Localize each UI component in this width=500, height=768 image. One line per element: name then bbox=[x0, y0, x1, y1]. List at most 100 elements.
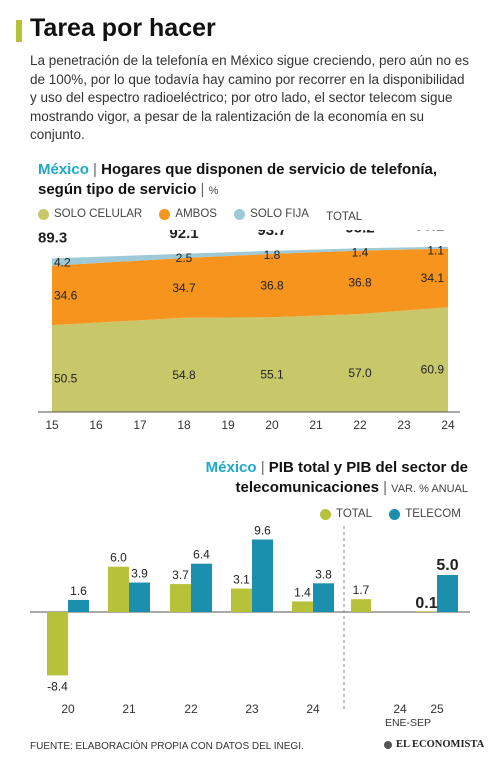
data-label-solo-fija-4: 1.1 bbox=[427, 244, 444, 258]
legend-label-total-bar: TOTAL bbox=[336, 508, 372, 520]
x-tick-label-24-ene-sep: 24 bbox=[393, 702, 407, 716]
legend-item-total: TOTAL bbox=[326, 211, 362, 223]
data-label-telecom-21: 3.9 bbox=[131, 567, 148, 581]
area-solo-celular bbox=[52, 307, 448, 412]
bar-telecom-24 bbox=[313, 583, 334, 612]
legend-dot-total-bar bbox=[320, 508, 331, 520]
data-label-solo-fija-1: 2.5 bbox=[176, 251, 193, 265]
legend-item-ambos: AMBOS bbox=[159, 208, 217, 220]
data-label-telecom-23: 9.6 bbox=[254, 525, 271, 538]
bar-telecom-22 bbox=[191, 563, 212, 612]
legend-dot-solo-celular bbox=[38, 208, 49, 220]
bar-total-20 bbox=[47, 612, 68, 676]
page-title: Tarea por hacer bbox=[30, 14, 216, 42]
legend-label-solo-celular: SOLO CELULAR bbox=[54, 208, 143, 220]
chart1-title-country: México bbox=[38, 161, 89, 178]
x-tick-label-25: 25 bbox=[430, 702, 444, 716]
data-label-total-24: 1.4 bbox=[294, 585, 311, 599]
data-label-total-22: 3.7 bbox=[172, 568, 189, 582]
data-label-solo-celular-1: 54.8 bbox=[172, 368, 196, 382]
data-label-total-20: -8.4 bbox=[47, 679, 68, 693]
legend-item-solo-celular: SOLO CELULAR bbox=[38, 208, 142, 220]
x-tick-label-19: 19 bbox=[221, 418, 235, 432]
x-tick-label-23: 23 bbox=[397, 418, 411, 432]
legend-item-solo-fija: SOLO FIJA bbox=[234, 208, 309, 220]
bar-total-22 bbox=[170, 584, 191, 612]
legend-item-total-bar: TOTAL bbox=[320, 508, 372, 520]
data-label-telecom-20: 1.6 bbox=[70, 584, 87, 598]
title-accent-bar bbox=[16, 20, 22, 42]
chart2-title-separator-2: | bbox=[383, 479, 387, 496]
legend-item-telecom-bar: TELECOM bbox=[389, 508, 461, 520]
x-tick-label-16: 16 bbox=[89, 418, 103, 432]
x-tick-label-15: 15 bbox=[45, 418, 59, 432]
legend-label-solo-fija: SOLO FIJA bbox=[250, 208, 309, 220]
data-label-extra-24: 1.7 bbox=[353, 583, 370, 597]
x-tick-label-21: 21 bbox=[309, 418, 323, 432]
intro-paragraph: La penetración de la telefonía en México… bbox=[30, 53, 470, 142]
chart1-legend: SOLO CELULAR AMBOS SOLO FIJA TOTAL bbox=[38, 208, 376, 223]
data-label-total-21: 6.0 bbox=[110, 551, 127, 565]
bar-telecom-25 bbox=[437, 575, 458, 612]
legend-label-total: TOTAL bbox=[326, 210, 363, 223]
data-label-total-25: 0.1 bbox=[415, 595, 437, 612]
legend-dot-ambos bbox=[159, 208, 171, 220]
legend-dot-solo-fija bbox=[234, 208, 246, 220]
brand-name: EL ECONOMISTA bbox=[396, 739, 485, 750]
data-label-solo-fija-3: 1.4 bbox=[352, 245, 369, 259]
chart2-bar-chart: -8.4 1.6 20 6.0 3.9 21 3.7 6.4 22 3.1 9.6 23 1.4 3.8 2… bbox=[30, 525, 470, 729]
legend-dot-telecom-bar bbox=[389, 508, 401, 520]
data-label-total-1: 92.1 bbox=[169, 230, 198, 242]
chart2-title-text: PIB total y PIB del sector de telecomuni… bbox=[235, 459, 468, 496]
x-tick-label-17: 17 bbox=[133, 418, 147, 432]
data-label-ambos-4: 34.1 bbox=[421, 271, 445, 285]
brand-icon bbox=[384, 740, 392, 749]
chart1-title: México | Hogares que disponen de servici… bbox=[38, 160, 438, 201]
data-label-solo-celular-2: 55.1 bbox=[260, 368, 284, 382]
data-label-total-4: 96.1 bbox=[415, 230, 444, 235]
data-label-ambos-3: 36.8 bbox=[348, 275, 372, 289]
data-label-solo-fija-2: 1.8 bbox=[264, 248, 281, 262]
data-label-solo-celular-4: 60.9 bbox=[421, 363, 445, 377]
data-label-total-2: 93.7 bbox=[257, 230, 286, 239]
legend-label-ambos: AMBOS bbox=[175, 208, 217, 220]
chart2-title: México | PIB total y PIB del sector de t… bbox=[150, 458, 468, 499]
brand-logo: EL ECONOMISTA bbox=[384, 739, 484, 750]
bar-telecom-21 bbox=[129, 582, 150, 612]
x-tick-label-24: 24 bbox=[306, 702, 320, 716]
chart1-title-separator: | bbox=[93, 161, 97, 178]
bar-total-24-ene-sep bbox=[351, 599, 371, 612]
x-tick-note-25: ENE-SEP bbox=[385, 717, 431, 729]
x-tick-label-18: 18 bbox=[177, 418, 191, 432]
data-label-total-23: 3.1 bbox=[233, 573, 250, 587]
data-label-telecom-22: 6.4 bbox=[193, 548, 210, 562]
data-label-telecom-24: 3.8 bbox=[315, 567, 332, 581]
data-label-ambos-1: 34.7 bbox=[172, 281, 196, 295]
data-label-ambos-0: 34.6 bbox=[54, 288, 78, 302]
chart1-title-unit: % bbox=[208, 185, 219, 197]
data-label-solo-celular-0: 50.5 bbox=[54, 372, 78, 386]
chart2-legend: TOTAL TELECOM bbox=[320, 508, 475, 523]
area-solo-fija bbox=[52, 246, 448, 266]
data-label-ambos-2: 36.8 bbox=[260, 279, 284, 293]
data-label-solo-fija-0: 4.2 bbox=[54, 255, 71, 269]
data-label-total-0: 89.3 bbox=[38, 230, 67, 246]
x-tick-label-23: 23 bbox=[245, 702, 259, 716]
bar-total-21 bbox=[108, 566, 129, 612]
source-note: FUENTE: ELABORACIÓN PROPIA CON DATOS DEL… bbox=[30, 741, 304, 752]
x-tick-label-24: 24 bbox=[441, 418, 455, 432]
area-ambos bbox=[52, 248, 448, 326]
chart1-title-separator-2: | bbox=[200, 181, 205, 198]
x-tick-label-22: 22 bbox=[184, 702, 198, 716]
legend-label-telecom-bar: TELECOM bbox=[405, 508, 461, 520]
bar-telecom-20 bbox=[68, 599, 89, 612]
data-label-total-3: 95.2 bbox=[345, 230, 374, 236]
x-tick-label-20: 20 bbox=[265, 418, 279, 432]
data-label-telecom-25: 5.0 bbox=[436, 557, 458, 574]
bar-telecom-23 bbox=[252, 539, 273, 612]
chart2-title-country: México bbox=[205, 459, 257, 476]
chart1-area-chart: 15 16 17 18 19 20 21 22 23 24 50.5 34.6 4.2 89.3 54.8 3… bbox=[38, 230, 460, 432]
bar-total-25 bbox=[416, 611, 437, 612]
chart2-title-separator: | bbox=[260, 459, 265, 476]
x-tick-label-22: 22 bbox=[353, 418, 367, 432]
